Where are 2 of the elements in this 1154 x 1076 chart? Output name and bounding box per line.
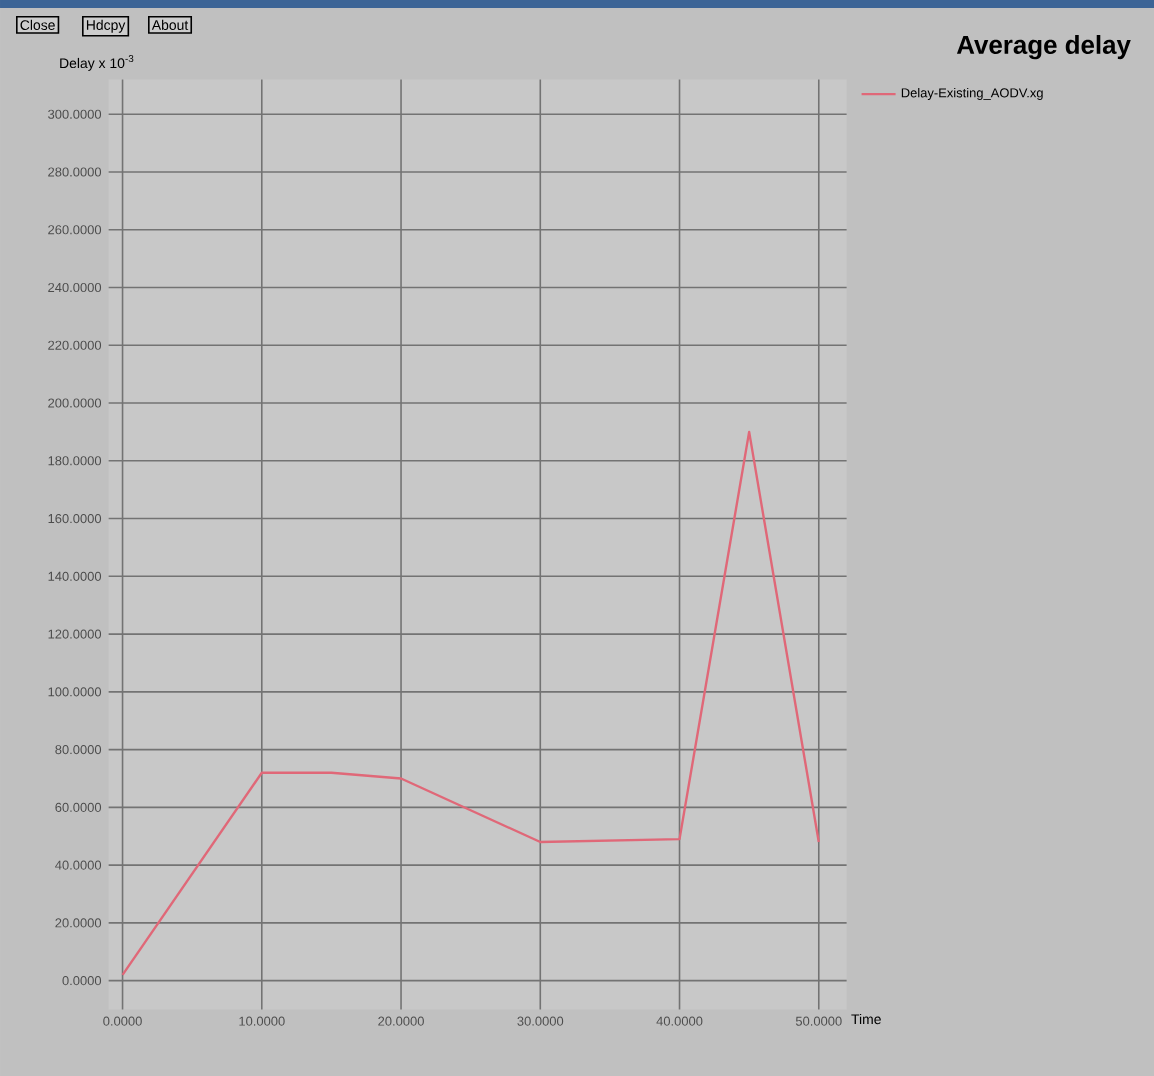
line-series	[121, 430, 820, 977]
text: Average delay	[956, 35, 1131, 60]
